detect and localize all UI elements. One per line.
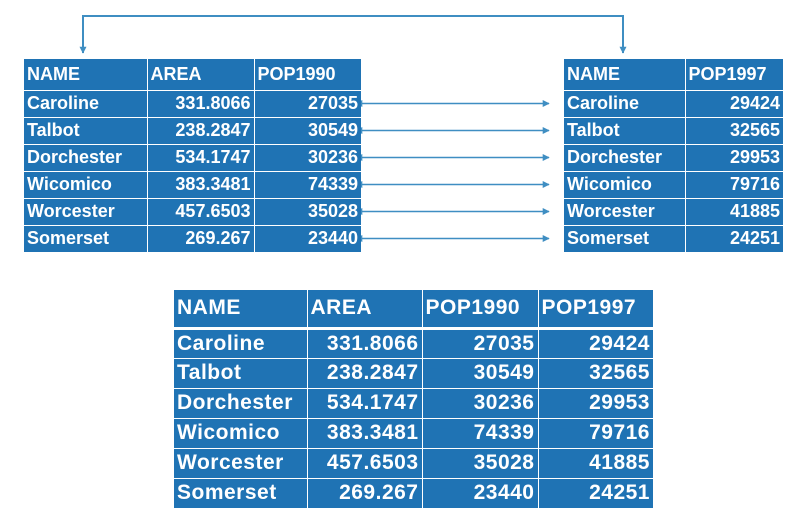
cell-pop1997: 24251 bbox=[589, 481, 650, 505]
joined-result-table: NAME AREA POP1990 POP1997 Caroline 331.80… bbox=[174, 290, 653, 508]
cell-area: 457.6503 bbox=[307, 448, 423, 479]
table-row: Worcester 457.6503 35028 bbox=[24, 198, 361, 226]
cell-area: 269.267 bbox=[147, 225, 255, 252]
cell-pop1990: 27035 bbox=[254, 90, 361, 118]
table-row: Caroline 331.8066 27035 bbox=[24, 90, 361, 118]
cell-area: 534.1747 bbox=[307, 388, 423, 419]
column-header-area: AREA bbox=[307, 290, 423, 330]
table-row: Dorchester 534.1747 30236 bbox=[24, 144, 361, 172]
county-area-pop1990-table: NAME AREA POP1990 Caroline 331.8066 27035 … bbox=[24, 59, 361, 252]
table-row: Wicomico 79716 bbox=[564, 171, 783, 199]
cell-name: Talbot bbox=[564, 117, 686, 145]
cell-name: Wicomico bbox=[174, 418, 308, 449]
cell-pop1997: 29424 bbox=[538, 328, 653, 359]
column-header-pop1997: POP1997 bbox=[538, 290, 653, 330]
cell-pop1990: 27035 bbox=[422, 328, 539, 359]
cell-name: Wicomico bbox=[24, 171, 148, 199]
cell-area: 534.1747 bbox=[147, 144, 255, 172]
table-row: Wicomico 383.3481 74339 79716 bbox=[174, 418, 653, 449]
table-row: Somerset 269.267 23440 24251 bbox=[174, 478, 653, 508]
cell-pop1997: 79716 bbox=[685, 171, 783, 199]
cell-pop1990: 74339 bbox=[422, 418, 539, 449]
table-row: Caroline 29424 bbox=[564, 90, 783, 118]
cell-pop1997: 41885 bbox=[538, 448, 653, 479]
table-row: Wicomico 383.3481 74339 bbox=[24, 171, 361, 199]
table-row: Caroline 331.8066 27035 29424 bbox=[174, 328, 653, 359]
cell-name: Worcester bbox=[174, 448, 308, 479]
county-pop1997-table: NAME POP1997 Caroline 29424 Talbot 32565 D… bbox=[564, 59, 783, 252]
cell-pop1997: 29953 bbox=[538, 388, 653, 419]
table-header-row: NAME POP1997 bbox=[564, 59, 783, 91]
column-header-pop1997: POP1997 bbox=[685, 59, 783, 91]
cell-name: Talbot bbox=[174, 358, 308, 389]
cell-pop1990: 23440 bbox=[422, 478, 539, 508]
table-row: Talbot 32565 bbox=[564, 117, 783, 145]
cell-pop1997: 41885 bbox=[685, 198, 783, 226]
cell-name: Somerset bbox=[564, 225, 686, 252]
join-bracket-arrow bbox=[79, 15, 627, 54]
cell-name: Dorchester bbox=[564, 144, 686, 172]
table-row: Worcester 457.6503 35028 41885 bbox=[174, 448, 653, 479]
cell-name: Wicomico bbox=[564, 171, 686, 199]
table-header-row: NAME AREA POP1990 POP1997 bbox=[174, 290, 653, 330]
cell-name: Talbot bbox=[24, 117, 148, 145]
cell-pop1997: 29953 bbox=[685, 144, 783, 172]
table-row: Talbot 238.2847 30549 32565 bbox=[174, 358, 653, 389]
cell-area: 331.8066 bbox=[147, 90, 255, 118]
column-header-pop1990: POP1990 bbox=[254, 59, 361, 91]
table-header-row: NAME AREA POP1990 bbox=[24, 59, 361, 91]
cell-area: 383.3481 bbox=[307, 418, 423, 449]
cell-name: Caroline bbox=[24, 90, 148, 118]
cell-pop1997: 32565 bbox=[538, 358, 653, 389]
table-row: Somerset 269.267 23440 bbox=[24, 225, 361, 252]
cell-area: 383.3481 bbox=[147, 171, 255, 199]
cell-area: 457.6503 bbox=[147, 198, 255, 226]
cell-name: Somerset bbox=[24, 225, 148, 252]
cell-area: 331.8066 bbox=[307, 328, 423, 359]
cell-pop1997: 79716 bbox=[538, 418, 653, 449]
cell-name: Caroline bbox=[174, 328, 308, 359]
cell-name: Dorchester bbox=[24, 144, 148, 172]
cell-name: Worcester bbox=[24, 198, 148, 226]
table-row: Dorchester 534.1747 30236 29953 bbox=[174, 388, 653, 419]
cell-area: 269.267 bbox=[307, 478, 423, 508]
table-row: Talbot 238.2847 30549 bbox=[24, 117, 361, 145]
cell-area: 238.2847 bbox=[147, 117, 255, 145]
cell-pop1997: 24251 bbox=[729, 228, 780, 249]
cell-pop1990: 35028 bbox=[422, 448, 539, 479]
cell-name: Dorchester bbox=[174, 388, 308, 419]
column-header-pop1990: POP1990 bbox=[422, 290, 539, 330]
table-row: Dorchester 29953 bbox=[564, 144, 783, 172]
cell-area: 238.2847 bbox=[307, 358, 423, 389]
cell-name: Worcester bbox=[564, 198, 686, 226]
cell-pop1990: 30236 bbox=[422, 388, 539, 419]
cell-pop1990: 35028 bbox=[254, 198, 361, 226]
column-header-name: NAME bbox=[24, 59, 148, 91]
cell-pop1990: 30236 bbox=[254, 144, 361, 172]
column-header-name: NAME bbox=[564, 59, 686, 91]
table-row: Worcester 41885 bbox=[564, 198, 783, 226]
cell-pop1997: 32565 bbox=[685, 117, 783, 145]
cell-pop1990: 30549 bbox=[422, 358, 539, 389]
cell-name: Caroline bbox=[564, 90, 686, 118]
cell-pop1990: 23440 bbox=[307, 228, 358, 249]
cell-pop1990: 74339 bbox=[254, 171, 361, 199]
table-row: Somerset 24251 bbox=[564, 225, 783, 252]
cell-pop1997: 29424 bbox=[685, 90, 783, 118]
column-header-area: AREA bbox=[147, 59, 255, 91]
cell-name: Somerset bbox=[174, 478, 308, 508]
cell-pop1990: 30549 bbox=[254, 117, 361, 145]
column-header-name: NAME bbox=[174, 290, 308, 330]
